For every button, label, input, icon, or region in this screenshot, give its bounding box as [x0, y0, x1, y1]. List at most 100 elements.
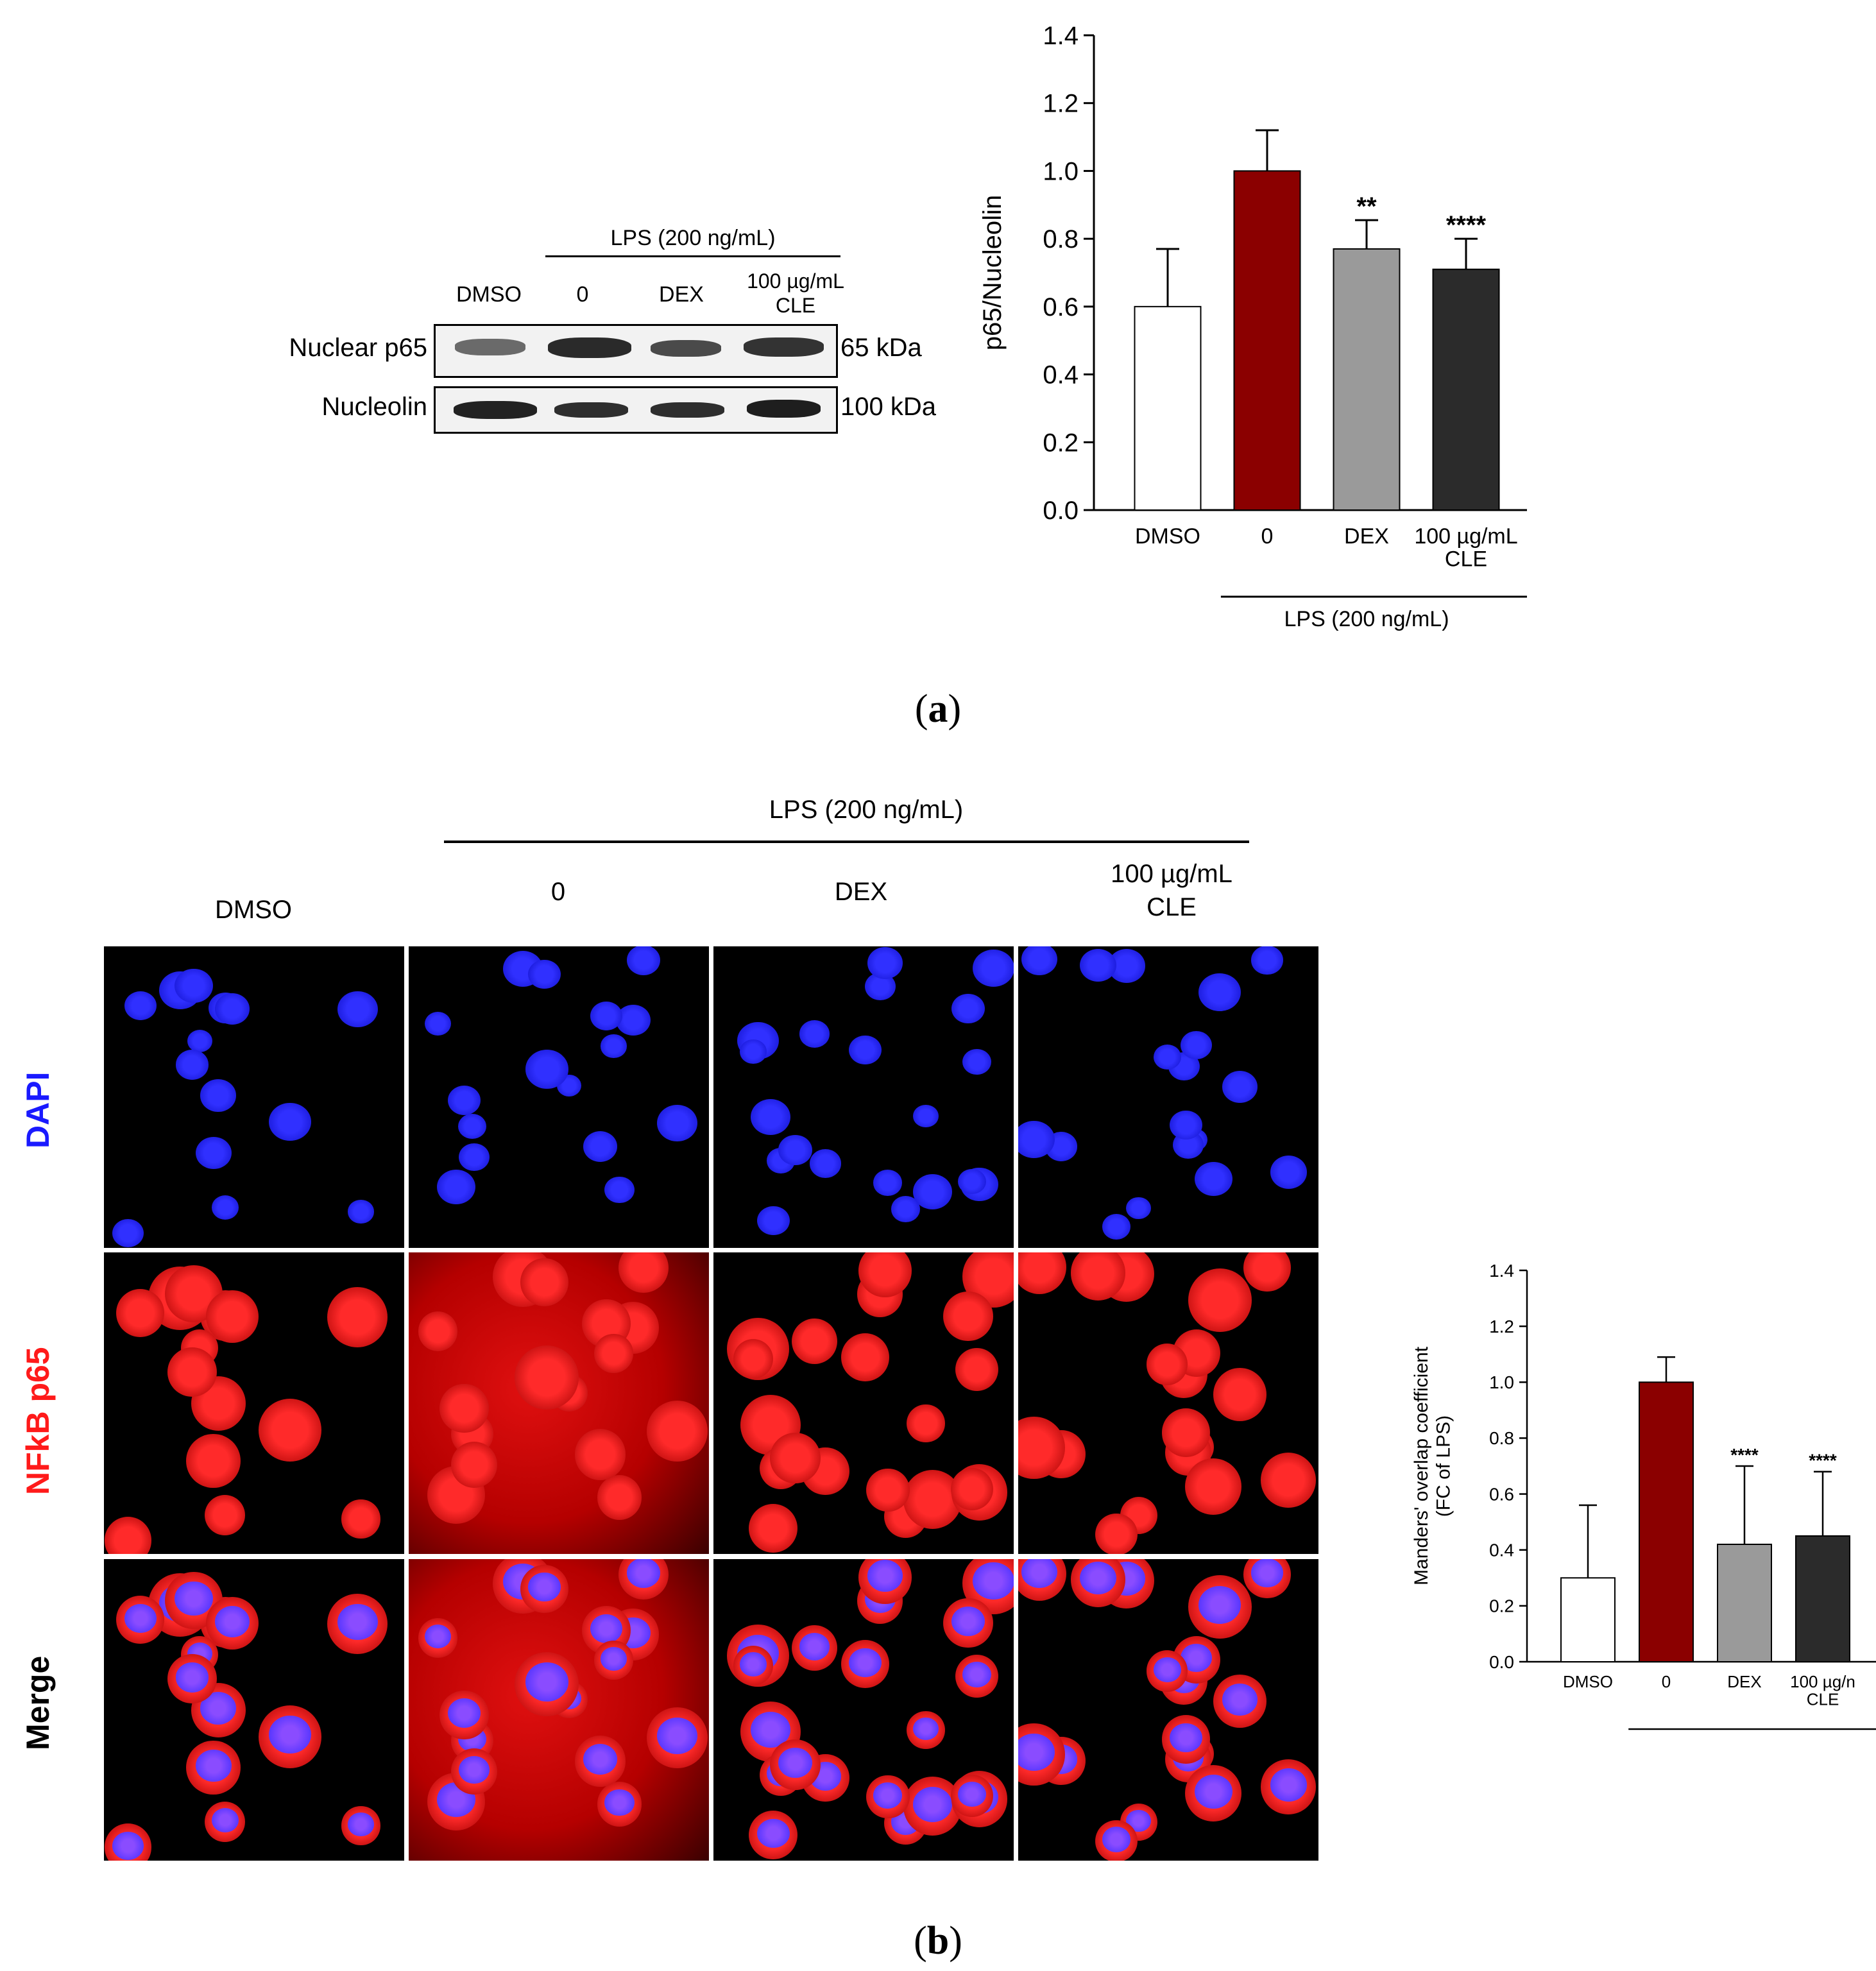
cell-nucleus: [778, 1135, 812, 1166]
cell-nucleus: [1198, 973, 1241, 1012]
cell-nucleus: [457, 1113, 486, 1139]
cell-nucleus: [112, 1831, 144, 1860]
cell-nucleus: [211, 1195, 239, 1220]
chart2-bar-3: [1795, 1535, 1850, 1662]
cell-cytoplasm: [597, 1475, 642, 1520]
caption-b-open: (: [914, 1919, 927, 1963]
cell-nucleus: [1270, 1768, 1307, 1802]
cell-nucleus: [951, 993, 985, 1024]
cell-nucleus: [458, 1143, 490, 1172]
cell-cytoplasm: [906, 1404, 945, 1443]
blot-lane-0: 0: [576, 282, 589, 307]
caption-b-close: ): [949, 1919, 962, 1963]
cell-cytoplasm: [1185, 1458, 1242, 1515]
cell-cytoplasm: [104, 1517, 151, 1554]
chart2-y-tick-label-3: 0.6: [1489, 1484, 1514, 1504]
blot-lane-cle: CLE: [775, 294, 816, 317]
cell-nucleus: [200, 1079, 237, 1112]
cell-nucleus: [873, 1782, 903, 1809]
cell-nucleus: [849, 1035, 882, 1064]
micrograph-r2-c1: [409, 1559, 709, 1861]
band-nucleolin-dmso: [454, 401, 537, 419]
band-p65-lps: [548, 337, 631, 358]
cell-cytoplasm: [1070, 1252, 1126, 1301]
cell-cytoplasm: [1018, 1252, 1067, 1295]
cell-nucleus: [604, 1176, 635, 1204]
cell-nucleus: [458, 1755, 490, 1784]
cell-nucleus: [962, 1048, 991, 1075]
micro-row-merge: Merge: [19, 1656, 56, 1750]
cell-nucleus: [175, 1050, 209, 1080]
cell-cytoplasm: [1018, 1417, 1065, 1479]
micro-row-nfkb-text: NFkB p65: [20, 1347, 56, 1495]
cell-nucleus: [1251, 946, 1283, 975]
cell-cytoplasm: [259, 1398, 321, 1462]
cell-nucleus: [1018, 1734, 1055, 1771]
cell-nucleus: [867, 947, 903, 979]
caption-a-close: ): [948, 687, 962, 731]
chart2-y-tick-label-7: 1.4: [1489, 1261, 1514, 1281]
cell-cytoplasm: [439, 1383, 489, 1433]
micro-col-dmso: DMSO: [215, 896, 292, 924]
cell-cytoplasm: [186, 1433, 241, 1488]
cell-nucleus: [1021, 1559, 1058, 1589]
cell-nucleus: [972, 949, 1014, 987]
cell-cytoplasm: [647, 1401, 708, 1462]
cell-nucleus: [1170, 1110, 1202, 1139]
cell-nucleus: [778, 1748, 812, 1779]
cell-nucleus: [1102, 1214, 1131, 1240]
micrograph-r0-c2: [713, 946, 1014, 1248]
chart1-category-label-0: DMSO: [1135, 524, 1200, 549]
chart2-category-label-3-line2: CLE: [1807, 1689, 1839, 1709]
cell-nucleus: [657, 1105, 698, 1141]
cell-nucleus: [348, 1813, 374, 1836]
blot-size-65: 65 kDa: [840, 334, 922, 362]
cell-cytoplasm: [206, 1290, 259, 1343]
cell-cytoplasm: [1161, 1408, 1211, 1457]
chart1-category-label-1: 0: [1261, 524, 1274, 549]
cell-cytoplasm: [791, 1318, 838, 1365]
cell-nucleus: [604, 1789, 635, 1816]
chart2-y-tick-label-5: 1.0: [1489, 1372, 1514, 1392]
cell-nucleus: [972, 1562, 1014, 1600]
micro-col-cle-dose: 100 µg/mL: [1111, 860, 1232, 888]
cell-nucleus: [1080, 1561, 1117, 1594]
band-p65-cle: [744, 337, 824, 357]
cell-cytoplasm: [594, 1334, 633, 1373]
blot-group-line: [545, 255, 840, 257]
blot-size-100: 100 kDa: [840, 393, 936, 421]
blot-group-label: LPS (200 ng/mL): [610, 226, 776, 250]
cell-nucleus: [757, 1818, 790, 1848]
micro-row-dapi: DAPI: [19, 1072, 56, 1148]
cell-nucleus: [583, 1131, 617, 1163]
cell-nucleus: [750, 1098, 791, 1136]
cell-nucleus: [112, 1218, 144, 1247]
chart1-bar-3: [1432, 268, 1500, 511]
cell-cytoplasm: [955, 1347, 999, 1391]
cell-cytoplasm: [514, 1345, 579, 1410]
cell-nucleus: [873, 1169, 903, 1196]
cell-cytoplasm: [950, 1467, 993, 1510]
micrograph-r0-c0: [104, 946, 404, 1248]
cell-cytoplasm: [167, 1347, 217, 1397]
chart1-category-label-2: DEX: [1344, 524, 1389, 549]
cell-nucleus: [337, 991, 378, 1028]
cell-cytoplasm: [840, 1333, 890, 1382]
cell-cytoplasm: [858, 1252, 912, 1297]
micro-row-merge-text: Merge: [20, 1655, 56, 1750]
micro-col-cle: CLE: [1147, 893, 1197, 921]
chart1-y-tick-label-5: 1.0: [1043, 157, 1079, 185]
micrograph-r1-c2: [713, 1252, 1014, 1554]
blot-lane-dmso: DMSO: [456, 282, 522, 307]
cell-nucleus: [448, 1698, 481, 1728]
cell-nucleus: [1222, 1070, 1258, 1103]
cell-nucleus: [337, 1603, 378, 1641]
cell-cytoplasm: [749, 1503, 798, 1553]
chart1-y-tick-label-6: 1.2: [1043, 90, 1079, 118]
micrograph-r2-c3: [1018, 1559, 1318, 1861]
cell-cytoplasm: [205, 1494, 246, 1536]
chart2-y-tick-label-1: 0.2: [1489, 1596, 1514, 1616]
cell-nucleus: [799, 1020, 830, 1048]
cell-cytoplasm: [943, 1291, 993, 1342]
micro-row-dapi-text: DAPI: [20, 1071, 56, 1148]
